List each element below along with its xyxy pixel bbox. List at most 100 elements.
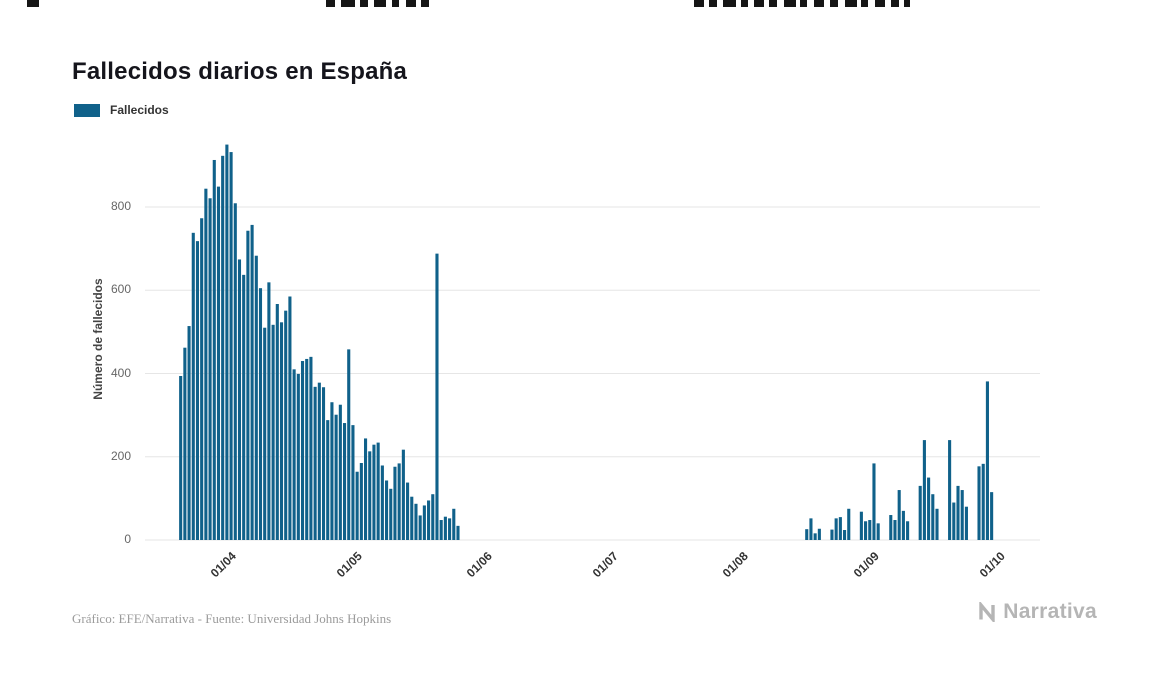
bar[interactable] bbox=[208, 198, 212, 540]
bar[interactable] bbox=[918, 485, 922, 540]
bar[interactable] bbox=[284, 310, 288, 540]
bar[interactable] bbox=[267, 282, 271, 540]
bar[interactable] bbox=[948, 440, 952, 540]
bar[interactable] bbox=[952, 502, 956, 540]
bar[interactable] bbox=[330, 402, 334, 540]
bar[interactable] bbox=[443, 516, 447, 540]
bar[interactable] bbox=[288, 296, 292, 541]
bar[interactable] bbox=[889, 515, 893, 540]
bar[interactable] bbox=[195, 241, 200, 540]
bar[interactable] bbox=[414, 503, 418, 540]
bar[interactable] bbox=[448, 518, 452, 540]
bar[interactable] bbox=[431, 494, 435, 540]
bar[interactable] bbox=[355, 471, 359, 540]
bar[interactable] bbox=[847, 508, 851, 540]
bar[interactable] bbox=[292, 369, 296, 540]
bar[interactable] bbox=[279, 322, 284, 540]
bar[interactable] bbox=[258, 288, 263, 540]
bar[interactable] bbox=[191, 232, 195, 540]
bar[interactable] bbox=[830, 529, 834, 540]
bar[interactable] bbox=[964, 506, 968, 540]
bar[interactable] bbox=[834, 518, 838, 540]
bar[interactable] bbox=[935, 508, 939, 540]
bar[interactable] bbox=[906, 521, 910, 540]
bar[interactable] bbox=[305, 358, 309, 540]
bar[interactable] bbox=[271, 324, 275, 540]
bar[interactable] bbox=[427, 500, 431, 540]
bar[interactable] bbox=[372, 444, 376, 540]
bar[interactable] bbox=[376, 442, 380, 540]
bar[interactable] bbox=[385, 480, 389, 540]
bar[interactable] bbox=[401, 449, 405, 540]
bar[interactable] bbox=[843, 530, 847, 540]
bar[interactable] bbox=[242, 274, 246, 540]
bar[interactable] bbox=[359, 463, 363, 540]
bar[interactable] bbox=[956, 485, 960, 540]
bar[interactable] bbox=[931, 494, 935, 540]
bar[interactable] bbox=[326, 420, 330, 540]
bar[interactable] bbox=[922, 440, 926, 540]
bar[interactable] bbox=[389, 488, 393, 540]
bar[interactable] bbox=[422, 505, 426, 540]
bar[interactable] bbox=[927, 477, 931, 540]
bar[interactable] bbox=[179, 376, 183, 540]
bar[interactable] bbox=[263, 327, 267, 540]
bar[interactable] bbox=[893, 520, 897, 540]
bar[interactable] bbox=[406, 482, 410, 540]
bar[interactable] bbox=[380, 465, 384, 540]
bar[interactable] bbox=[901, 510, 905, 540]
bar[interactable] bbox=[246, 230, 250, 540]
bar[interactable] bbox=[351, 425, 355, 540]
bar[interactable] bbox=[977, 466, 981, 540]
bar[interactable] bbox=[275, 304, 279, 540]
bar[interactable] bbox=[212, 159, 216, 541]
bar[interactable] bbox=[334, 414, 338, 540]
bar[interactable] bbox=[254, 255, 258, 540]
bar[interactable] bbox=[233, 203, 237, 540]
bar[interactable] bbox=[456, 525, 460, 540]
bar[interactable] bbox=[809, 518, 813, 540]
bar[interactable] bbox=[876, 523, 880, 540]
bar[interactable] bbox=[435, 253, 439, 540]
bar[interactable] bbox=[410, 496, 414, 540]
bar[interactable] bbox=[347, 349, 351, 540]
bar[interactable] bbox=[838, 517, 842, 540]
bar[interactable] bbox=[187, 326, 191, 540]
bar[interactable] bbox=[368, 451, 372, 540]
bar[interactable] bbox=[990, 492, 994, 540]
bar[interactable] bbox=[237, 259, 242, 540]
bar[interactable] bbox=[805, 529, 809, 540]
bar[interactable] bbox=[200, 218, 204, 540]
bar[interactable] bbox=[418, 515, 422, 540]
bar[interactable] bbox=[296, 373, 300, 540]
bar[interactable] bbox=[221, 155, 225, 540]
bar[interactable] bbox=[872, 463, 876, 540]
bar[interactable] bbox=[250, 224, 254, 540]
bar[interactable] bbox=[981, 463, 985, 540]
bar[interactable] bbox=[439, 520, 443, 540]
bar[interactable] bbox=[985, 381, 989, 540]
bar[interactable] bbox=[338, 404, 342, 540]
bar[interactable] bbox=[364, 438, 368, 540]
bar[interactable] bbox=[183, 347, 187, 540]
legend-item-fallecidos[interactable]: Fallecidos bbox=[74, 103, 169, 117]
bar[interactable] bbox=[859, 511, 863, 540]
bar[interactable] bbox=[393, 466, 397, 540]
bar[interactable] bbox=[204, 188, 208, 540]
bar[interactable] bbox=[897, 490, 901, 540]
bar[interactable] bbox=[342, 423, 347, 540]
bar[interactable] bbox=[229, 152, 233, 540]
bar[interactable] bbox=[868, 520, 872, 540]
bar[interactable] bbox=[452, 508, 456, 540]
bar[interactable] bbox=[225, 144, 229, 540]
bar[interactable] bbox=[309, 356, 313, 540]
bar[interactable] bbox=[317, 382, 321, 540]
bar[interactable] bbox=[313, 386, 317, 540]
bar[interactable] bbox=[817, 528, 821, 540]
bar[interactable] bbox=[321, 387, 326, 540]
bar[interactable] bbox=[813, 533, 817, 540]
bar[interactable] bbox=[864, 521, 868, 540]
bar[interactable] bbox=[960, 490, 964, 540]
bar[interactable] bbox=[397, 463, 401, 540]
bar[interactable] bbox=[300, 361, 305, 540]
